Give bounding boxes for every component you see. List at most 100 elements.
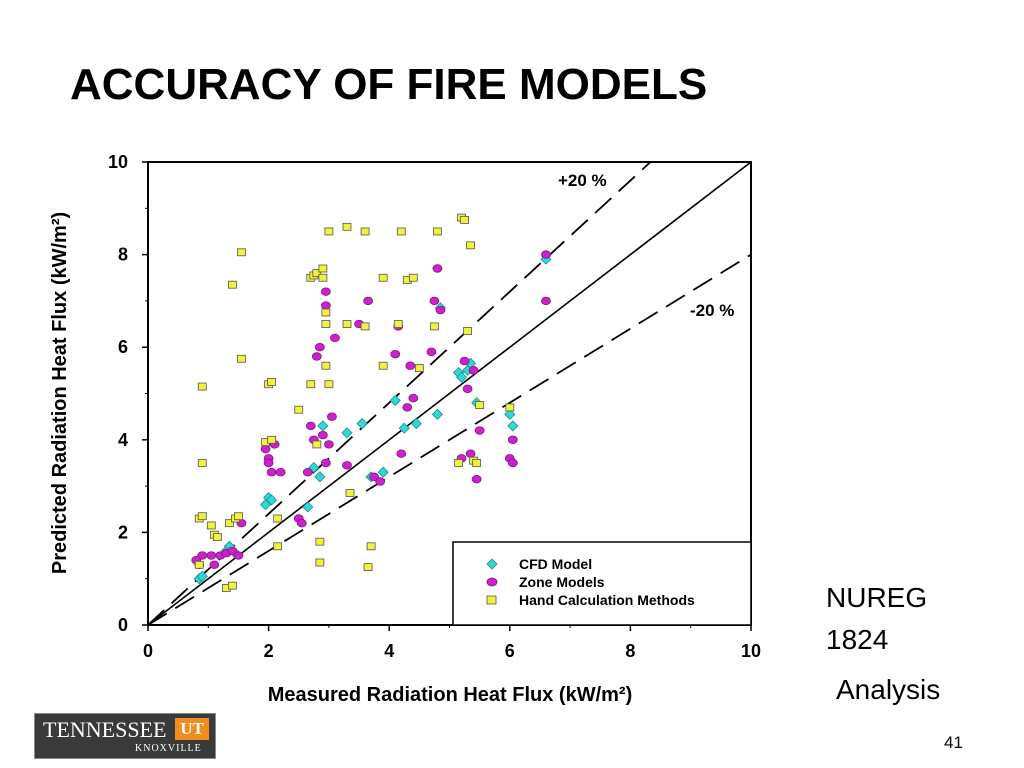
point-zone-models — [507, 435, 518, 444]
point-hand-calculation-methods — [318, 273, 328, 282]
point-hand-calculation-methods — [318, 264, 328, 273]
point-zone-models — [275, 468, 286, 477]
point-cfd-model — [410, 418, 422, 430]
point-hand-calculation-methods — [360, 322, 370, 331]
point-zone-models — [396, 449, 407, 458]
point-zone-models — [314, 342, 325, 352]
point-zone-models — [296, 518, 307, 528]
point-zone-models — [327, 412, 337, 421]
point-hand-calculation-methods — [460, 215, 469, 224]
point-hand-calculation-methods — [378, 361, 388, 370]
point-zone-models — [260, 444, 271, 454]
point-hand-calculation-methods — [194, 560, 204, 569]
point-hand-calculation-methods — [463, 327, 472, 335]
legend-label-cfd: CFD Model — [519, 556, 592, 572]
point-zone-models — [342, 461, 352, 470]
point-hand-calculation-methods — [393, 320, 403, 328]
point-zone-models — [426, 347, 437, 357]
point-zone-models — [462, 384, 473, 394]
point-hand-calculation-methods — [321, 320, 331, 328]
point-hand-calculation-methods — [408, 273, 418, 282]
point-hand-calculation-methods — [366, 542, 376, 551]
point-zone-models — [405, 361, 416, 370]
legend-marker-cfd — [486, 558, 498, 570]
page-number: 41 — [944, 733, 963, 752]
point-cfd-model — [398, 422, 410, 434]
point-cfd-model — [314, 471, 326, 483]
point-zone-models — [402, 403, 413, 412]
legend: CFD Model Zone Models Hand Calculation M… — [452, 541, 752, 626]
point-zone-models — [209, 560, 220, 570]
point-cfd-model — [504, 408, 516, 420]
x-tick-label: 10 — [741, 641, 761, 661]
point-hand-calculation-methods — [315, 558, 325, 567]
logo-ut-mark: UT — [175, 718, 209, 740]
point-hand-calculation-methods — [360, 227, 370, 236]
axis-ticks: 0 2 4 6 8 10 0 2 4 6 8 10 — [108, 152, 761, 661]
analysis-label: Analysis — [836, 674, 941, 705]
point-hand-calculation-methods — [321, 361, 331, 370]
point-cfd-model — [507, 420, 519, 432]
point-zone-models — [330, 333, 340, 343]
nureg-label: NUREG — [826, 582, 928, 613]
logo-subtext: KNOXVILLE — [135, 743, 202, 754]
point-hand-calculation-methods — [315, 537, 325, 546]
point-zone-models — [459, 356, 470, 366]
point-cfd-model — [377, 466, 389, 478]
point-zone-models — [227, 546, 238, 556]
point-hand-calculation-methods — [466, 241, 476, 250]
point-hand-calculation-methods — [363, 563, 373, 572]
point-zone-models — [320, 458, 331, 468]
point-hand-calculation-methods — [237, 248, 246, 257]
point-hand-calculation-methods — [312, 440, 322, 449]
point-hand-calculation-methods — [273, 542, 283, 551]
point-zone-models — [317, 430, 328, 440]
x-tick-label: 6 — [505, 641, 515, 661]
annotation-plus-20: +20 % — [558, 171, 607, 190]
point-hand-calculation-methods — [472, 459, 482, 467]
point-hand-calculation-methods — [267, 435, 277, 444]
point-hand-calculation-methods — [396, 227, 406, 236]
point-zone-models — [375, 477, 386, 486]
point-zone-models — [305, 421, 316, 431]
logo-wordmark: TENNESSEE — [43, 717, 167, 742]
slide-title: ACCURACY OF FIRE MODELS — [70, 60, 708, 109]
point-hand-calculation-methods — [228, 280, 237, 289]
point-hand-calculation-methods — [475, 401, 485, 409]
point-cfd-model — [302, 501, 314, 513]
point-hand-calculation-methods — [342, 320, 352, 328]
point-zone-models — [541, 250, 551, 259]
point-zone-models — [363, 296, 373, 306]
legend-label-zone: Zone Models — [519, 574, 605, 590]
point-cfd-model — [341, 427, 353, 439]
point-zone-models — [429, 296, 440, 306]
x-tick-label: 4 — [384, 641, 394, 661]
point-zone-models — [369, 472, 380, 482]
point-zone-models — [197, 551, 208, 560]
point-hand-calculation-methods — [433, 227, 442, 236]
point-cfd-model — [266, 494, 278, 506]
legend-box — [452, 541, 752, 626]
x-axis-label: Measured Radiation Heat Flux (kW/m²) — [268, 684, 633, 706]
point-zone-models — [233, 551, 244, 560]
point-hand-calculation-methods — [324, 227, 334, 236]
scatter-chart: 0 2 4 6 8 10 0 2 4 6 8 10 +20 % -20 % Measured Radi… — [40, 148, 780, 718]
point-hand-calculation-methods — [273, 514, 283, 523]
point-hand-calculation-methods — [197, 512, 207, 521]
point-zone-models — [390, 349, 401, 359]
point-zone-models — [311, 352, 322, 361]
point-hand-calculation-methods — [197, 382, 207, 391]
point-hand-calculation-methods — [312, 269, 322, 278]
point-zone-models — [465, 449, 476, 458]
point-cfd-model — [317, 420, 329, 432]
y-tick-label: 4 — [118, 430, 128, 450]
point-zone-models — [266, 468, 277, 477]
university-logo: TENNESSEE UT KNOXVILLE — [34, 713, 216, 759]
point-hand-calculation-methods — [342, 222, 352, 231]
point-zone-models — [435, 305, 446, 315]
point-zone-models — [320, 301, 331, 310]
point-zone-models — [468, 366, 479, 375]
point-cfd-model — [356, 418, 368, 430]
point-hand-calculation-methods — [225, 519, 234, 528]
point-zone-models — [474, 426, 485, 435]
